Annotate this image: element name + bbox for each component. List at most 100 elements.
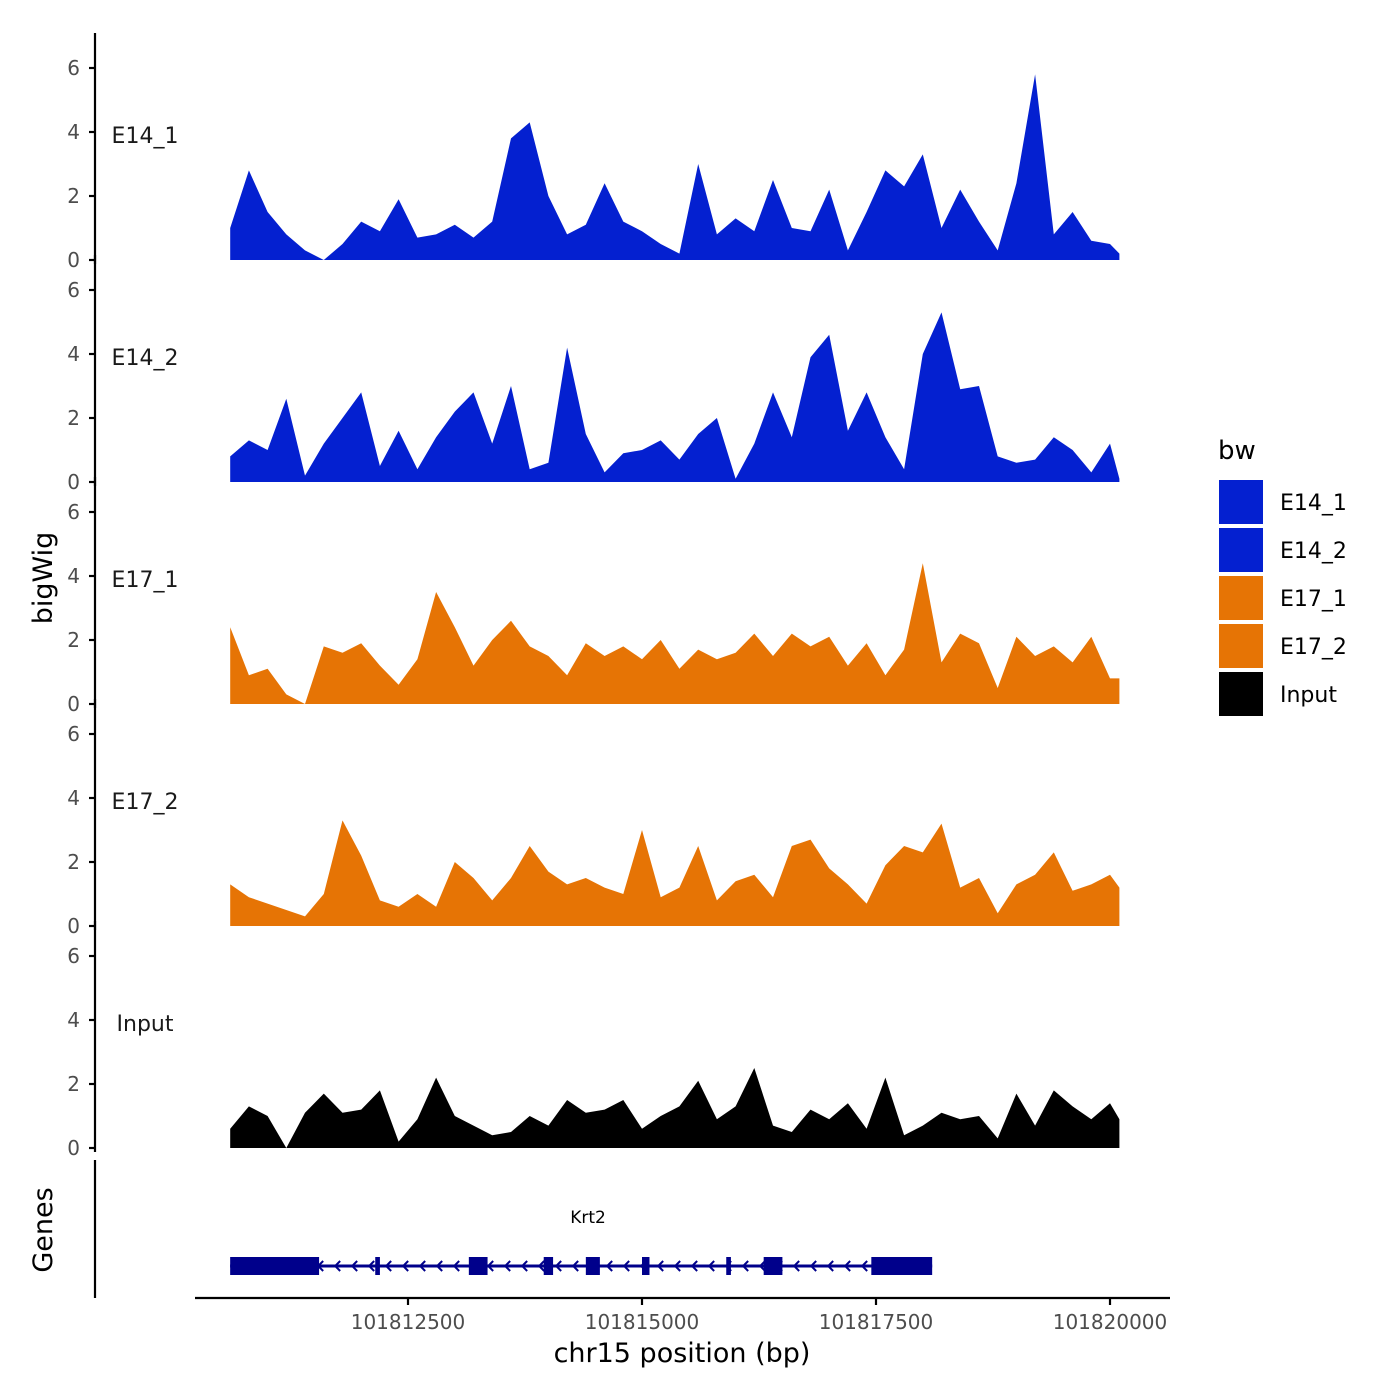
y-tick-label: 4 — [67, 1008, 80, 1032]
legend: E14_1 E14_2 E17_1 E17_2 Input — [1219, 480, 1347, 716]
y-tick-label: 2 — [67, 850, 80, 874]
track-E17_1: 0 2 4 6 E17_1 — [67, 477, 1120, 716]
y-axis-title: bigWig — [28, 532, 59, 625]
y-tick-label: 4 — [67, 786, 80, 810]
strand-arrow — [843, 1260, 851, 1272]
legend-swatch — [1219, 672, 1263, 716]
strand-arrow — [809, 1260, 817, 1272]
x-tick-label: 101812500 — [351, 1310, 466, 1334]
track-label-E17_2: E17_2 — [112, 790, 179, 815]
x-axis-title: chr15 position (bp) — [554, 1338, 811, 1369]
x-tick-label: 101817500 — [819, 1310, 934, 1334]
strand-arrow — [503, 1260, 511, 1272]
y-tick-label: 6 — [67, 56, 80, 80]
track-E14_2: 0 2 4 6 E14_2 — [67, 255, 1120, 494]
y-tick-label: 4 — [67, 564, 80, 588]
y-tick-label: 0 — [67, 470, 80, 494]
area-E14_2 — [230, 312, 1120, 482]
strand-arrow — [860, 1260, 868, 1272]
strand-arrow — [384, 1260, 392, 1272]
gene-track: Krt2 — [93, 1160, 933, 1298]
x-tick-label: 101815000 — [585, 1310, 700, 1334]
genes-axis-title: Genes — [28, 1187, 59, 1272]
strand-arrow — [673, 1260, 681, 1272]
gene-exon — [642, 1257, 650, 1275]
legend-item-E17_2: E17_2 — [1219, 624, 1347, 668]
gene-exon — [763, 1257, 783, 1275]
gene-exon — [726, 1257, 731, 1275]
legend-label: Input — [1280, 683, 1337, 708]
y-tick-label: 6 — [67, 278, 80, 302]
track-label-E14_2: E14_2 — [112, 346, 179, 371]
strand-arrow — [418, 1260, 426, 1272]
strand-arrow — [554, 1260, 562, 1272]
legend-swatch — [1219, 624, 1263, 668]
gene-exon — [468, 1257, 488, 1275]
track-label-E17_1: E17_1 — [112, 568, 179, 593]
strand-arrow — [486, 1260, 494, 1272]
area-Input — [230, 1068, 1120, 1148]
gene-exon — [230, 1257, 320, 1275]
y-tick-label: 0 — [67, 248, 80, 272]
gene-exon — [375, 1257, 380, 1275]
legend-item-E17_1: E17_1 — [1219, 576, 1347, 620]
track-panels: 0 2 4 6 E14_1 0 2 4 6 E14_2 0 2 4 6 E17_1 0 2 4 6 E17_2 0 2 4 6… — [67, 33, 1120, 1160]
legend-title: bw — [1218, 436, 1256, 466]
strand-arrow — [622, 1260, 630, 1272]
y-tick-label: 0 — [67, 1136, 80, 1160]
strand-arrow — [520, 1260, 528, 1272]
legend-item-E14_1: E14_1 — [1219, 480, 1347, 524]
area-E14_1 — [230, 74, 1120, 261]
track-Input: 0 2 4 6 Input — [67, 921, 1120, 1160]
strand-arrow — [741, 1260, 749, 1272]
track-label-E14_1: E14_1 — [112, 124, 179, 149]
y-tick-label: 6 — [67, 722, 80, 746]
legend-label: E14_2 — [1280, 539, 1347, 564]
x-tick-label: 101820000 — [1053, 1310, 1168, 1334]
track-E17_2: 0 2 4 6 E17_2 — [67, 699, 1120, 938]
y-tick-label: 6 — [67, 500, 80, 524]
track-label-Input: Input — [117, 1012, 174, 1037]
area-E17_1 — [230, 563, 1120, 704]
strand-arrow — [707, 1260, 715, 1272]
area-E17_2 — [230, 820, 1120, 926]
legend-label: E17_2 — [1280, 635, 1347, 660]
strand-arrow — [656, 1260, 664, 1272]
strand-arrow — [367, 1260, 375, 1272]
legend-label: E17_1 — [1280, 587, 1347, 612]
y-tick-label: 2 — [67, 1072, 80, 1096]
y-tick-label: 0 — [67, 692, 80, 716]
y-tick-label: 4 — [67, 342, 80, 366]
strand-arrow — [350, 1260, 358, 1272]
y-tick-label: 6 — [67, 944, 80, 968]
strand-arrow — [826, 1260, 834, 1272]
strand-arrow — [605, 1260, 613, 1272]
y-tick-label: 2 — [67, 184, 80, 208]
strand-arrow — [792, 1260, 800, 1272]
strand-arrow — [571, 1260, 579, 1272]
track-E14_1: 0 2 4 6 E14_1 — [67, 33, 1120, 272]
legend-item-E14_2: E14_2 — [1219, 528, 1347, 572]
legend-swatch — [1219, 576, 1263, 620]
legend-item-Input: Input — [1219, 672, 1337, 716]
strand-arrow — [401, 1260, 409, 1272]
y-tick-label: 0 — [67, 914, 80, 938]
legend-swatch — [1219, 480, 1263, 524]
strand-arrow — [758, 1260, 766, 1272]
gene-Krt2: Krt2 — [230, 1208, 933, 1275]
gene-exon — [585, 1257, 600, 1275]
legend-swatch — [1219, 528, 1263, 572]
gene-label: Krt2 — [570, 1208, 606, 1228]
strand-arrow — [452, 1260, 460, 1272]
y-tick-label: 4 — [67, 120, 80, 144]
legend-label: E14_1 — [1280, 491, 1347, 516]
strand-arrow — [333, 1260, 341, 1272]
strand-arrow — [537, 1260, 545, 1272]
gene-exon — [871, 1257, 933, 1275]
gene-exon — [543, 1257, 554, 1275]
x-axis-ticks: 101812500 101815000 101817500 101820000 — [351, 1298, 1168, 1334]
y-tick-label: 2 — [67, 628, 80, 652]
strand-arrow — [435, 1260, 443, 1272]
strand-arrow — [690, 1260, 698, 1272]
